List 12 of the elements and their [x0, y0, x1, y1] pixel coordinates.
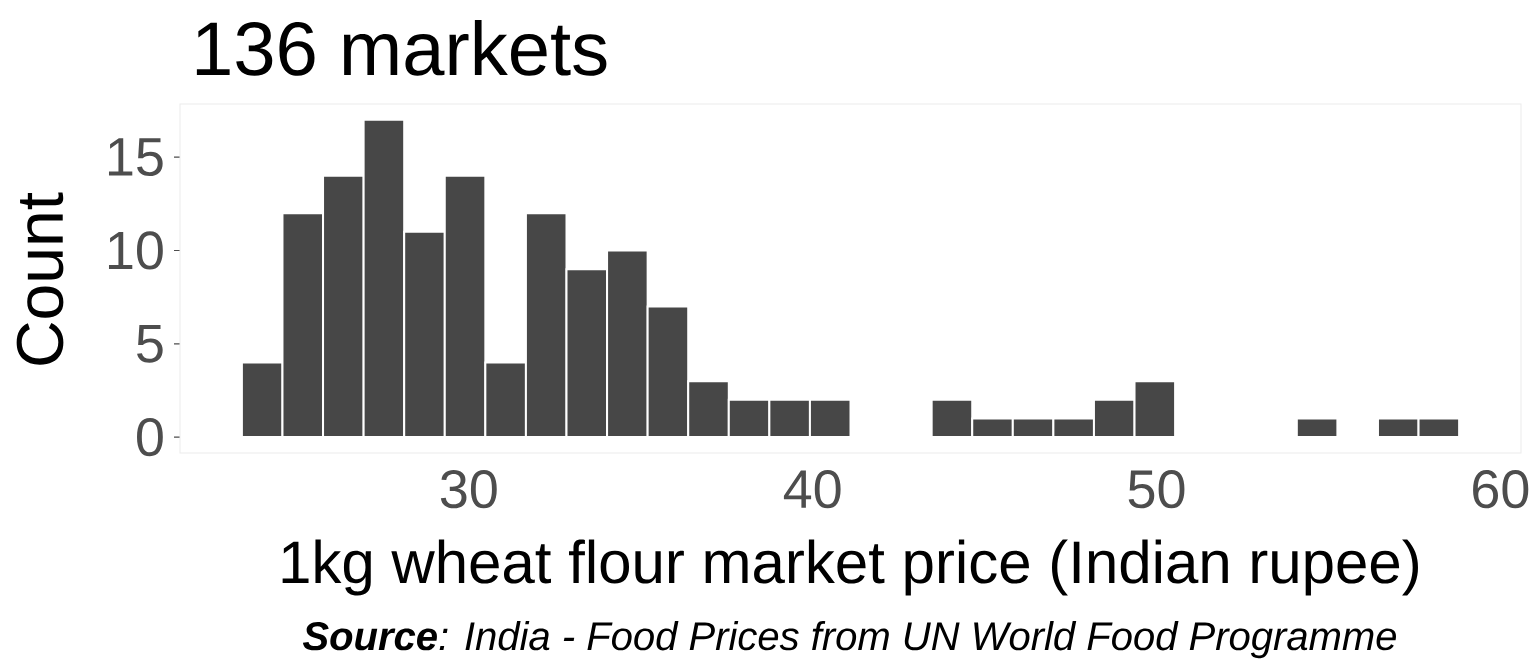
text: Source: India - Food Prices from UN World Food Programme [302, 621, 1396, 659]
x-tick-label: 40 [783, 470, 841, 509]
x-axis-title: 1kg wheat flour market price (Indian rupee) [282, 539, 1418, 596]
y-axis-title: Count [16, 192, 64, 365]
x-tick-label: 60 [1473, 470, 1529, 509]
y-tick-label: 0 [137, 418, 163, 457]
x-tick-label: 30 [440, 470, 497, 509]
x-tick-label: 50 [1128, 470, 1185, 509]
y-tick-label: 10 [108, 231, 163, 270]
y-tick-label: 5 [137, 324, 163, 363]
y-tick-label: 15 [108, 138, 163, 177]
chart-title: 136 markets [196, 19, 607, 76]
